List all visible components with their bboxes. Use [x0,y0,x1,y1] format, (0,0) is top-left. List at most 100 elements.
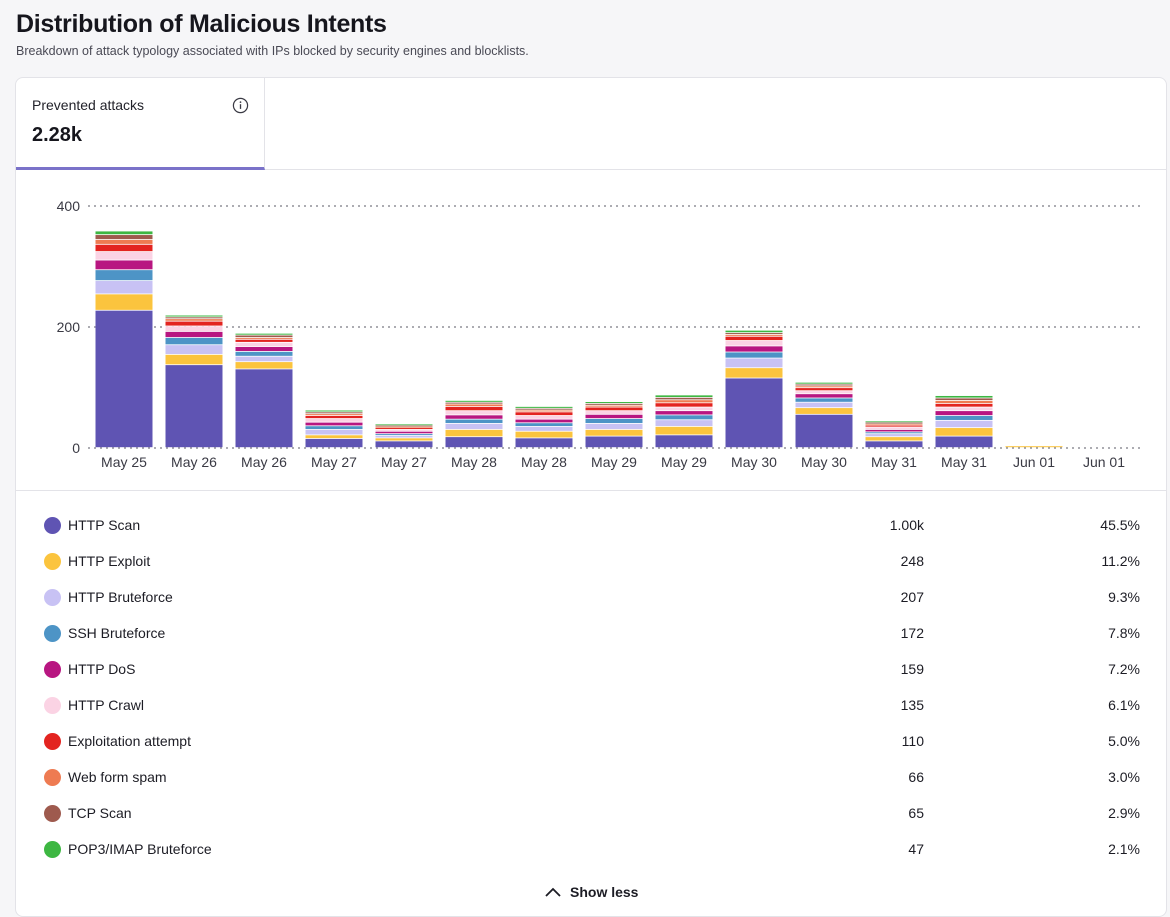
x-tick-label: May 29 [591,454,637,470]
legend-color-dot [44,625,61,642]
legend-name: POP3/IMAP Bruteforce [68,841,212,857]
bar-stack [865,421,923,448]
bar-stack [585,402,643,448]
legend-percent: 9.3% [1108,589,1140,605]
legend-row[interactable]: HTTP DoS 159 7.2% [16,652,1166,688]
legend-name: Web form spam [68,769,167,785]
bar-segment [515,426,573,431]
bar-segment [235,362,293,369]
bar-segment [795,386,853,388]
bar-segment [165,321,223,326]
legend-percent: 2.1% [1108,841,1140,857]
info-circle-icon[interactable] [232,97,249,114]
intents-card: Prevented attacks 2.28k 0 200 400 May 25 May… [15,77,1167,917]
legend-percent: 11.2% [1101,553,1140,569]
legend-count: 172 [900,625,924,641]
bar-segment [445,411,503,415]
bar-segment [235,339,293,342]
chevron-up-icon [545,887,561,897]
metric-label: Prevented attacks [32,97,145,113]
legend-count: 248 [900,553,924,569]
bar-segment [795,388,853,391]
bar-segment [235,346,293,352]
legend-count: 47 [908,841,924,857]
legend-count: 135 [900,697,924,713]
bar-stack [445,400,503,448]
bar-stack [1005,446,1063,448]
legend-row[interactable]: HTTP Scan 1.00k 45.5% [16,508,1166,544]
legend-name: HTTP Scan [68,517,141,533]
bar-segment [305,418,363,422]
bar-segment [305,415,363,419]
legend-count: 110 [901,733,924,749]
bar-segment [165,354,223,365]
bar-segment [515,408,573,410]
metric-tab-prevented-attacks[interactable]: Prevented attacks 2.28k [16,78,265,170]
bar-segment [95,239,153,244]
bar-segment [235,333,293,335]
bar-segment [585,436,643,448]
x-tick-label: May 25 [101,454,147,470]
legend-percent: 5.0% [1108,733,1140,749]
legend-divider [16,490,1166,491]
bar-segment [375,425,433,427]
bar-segment [445,437,503,448]
x-tick-label: May 31 [941,454,987,470]
bar-segment [935,415,993,420]
bar-segment [95,294,153,310]
bar-segment [375,428,433,430]
show-less-button[interactable]: Show less [544,881,638,903]
bar-segment [725,330,783,333]
legend-name: Exploitation attempt [68,733,191,749]
bar-segment [865,421,923,423]
bar-segment [305,412,363,414]
legend-name: HTTP DoS [68,661,136,677]
legend-row[interactable]: Web form spam 66 3.0% [16,760,1166,796]
bar-segment [725,352,783,358]
metric-value: 2.28k [32,124,83,146]
legend-row[interactable]: HTTP Exploit 248 11.2% [16,544,1166,580]
legend-color-dot [44,589,61,606]
bar-segment [95,270,153,281]
bar-segment [305,429,363,435]
bar-segment [445,402,503,404]
bar-segment [725,378,783,448]
bar-stack [235,333,293,448]
bar-segment [375,438,433,441]
bar-segment [865,425,923,427]
legend-row[interactable]: TCP Scan 65 2.9% [16,796,1166,832]
legend-name: HTTP Exploit [68,553,151,569]
bar-segment [165,319,223,321]
bar-segment [95,251,153,260]
legend-row[interactable]: Exploitation attempt 110 5.0% [16,724,1166,760]
bar-segment [865,427,923,430]
page-title: Distribution of Malicious Intents [16,10,387,38]
legend-count: 65 [908,805,924,821]
legend-row[interactable]: SSH Bruteforce 172 7.8% [16,616,1166,652]
legend-row[interactable]: POP3/IMAP Bruteforce 47 2.1% [16,832,1166,868]
bar-segment [865,422,923,424]
bar-segment [655,435,713,448]
bar-segment [655,397,713,400]
bar-segment [165,345,223,355]
legend-name: SSH Bruteforce [68,625,166,641]
legend-row[interactable]: HTTP Crawl 135 6.1% [16,688,1166,724]
bar-segment [655,420,713,427]
bar-segment [935,395,993,398]
bar-segment [445,419,503,423]
bar-segment [655,415,713,420]
legend-count: 159 [900,661,924,677]
legend-row[interactable]: HTTP Bruteforce 207 9.3% [16,580,1166,616]
legend-name: TCP Scan [68,805,132,821]
bar-segment [865,432,923,434]
bar-segment [165,365,223,448]
bar-segment [935,407,993,411]
x-tick-label: May 31 [871,454,917,470]
bar-segment [515,419,573,423]
bar-segment [655,407,713,411]
bar-segment [655,400,713,403]
bar-segment [515,410,573,412]
bar-stack [305,410,363,448]
bar-segment [935,398,993,401]
bar-segment [305,414,363,416]
